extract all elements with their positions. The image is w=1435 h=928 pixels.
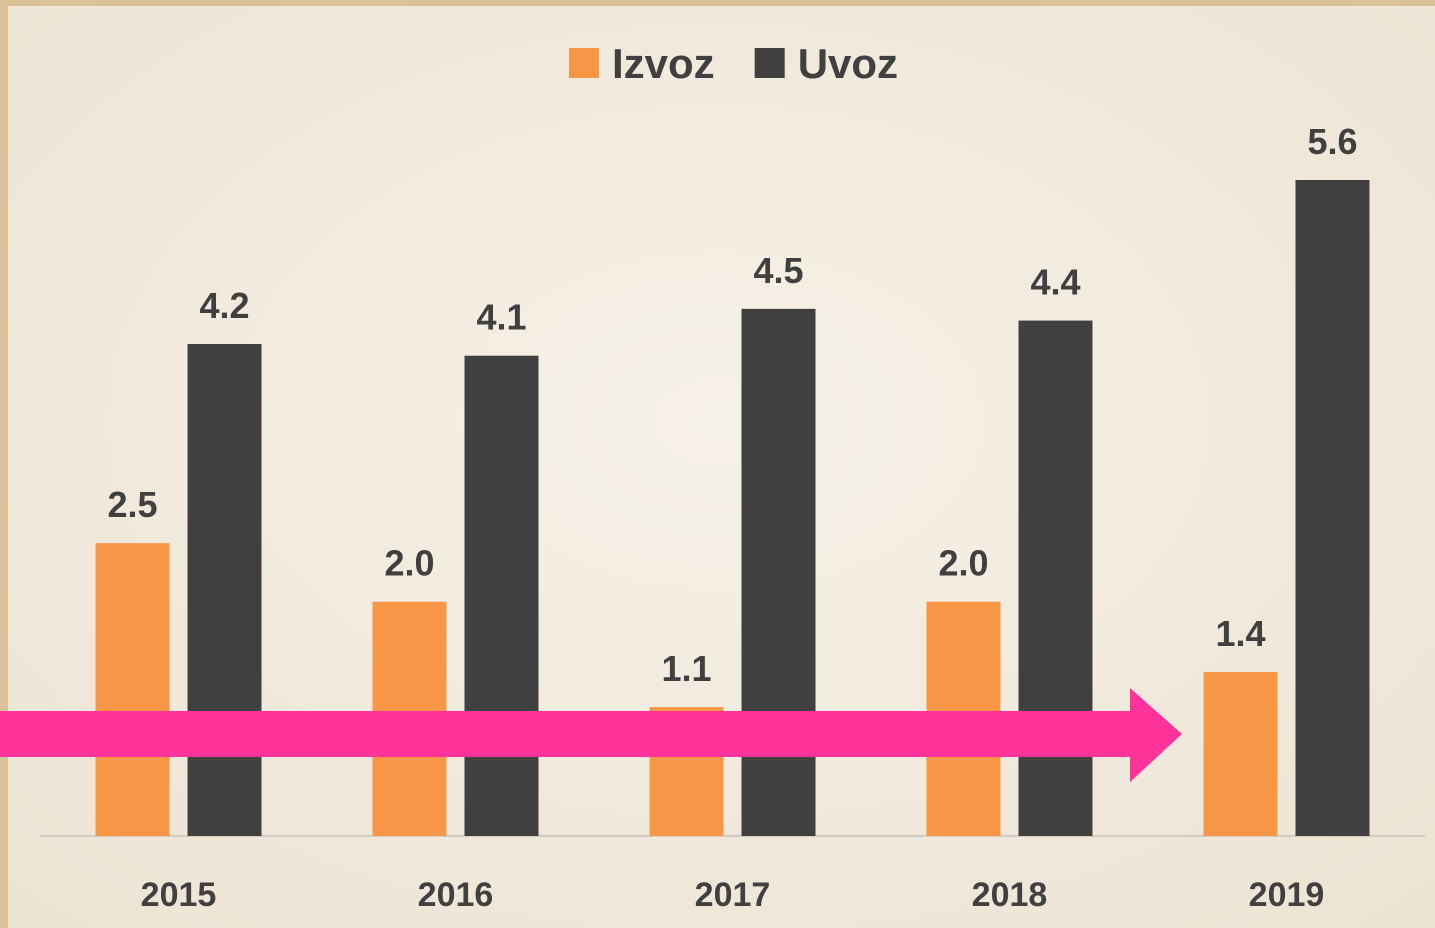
x-tick-label: 2016	[418, 876, 494, 914]
data-label: 1.4	[1215, 613, 1265, 654]
data-label: 2.0	[384, 543, 434, 584]
arrow-shaft	[0, 711, 1132, 757]
bar	[1296, 180, 1370, 836]
x-tick-label: 2015	[141, 876, 217, 914]
x-tick-label: 2019	[1249, 876, 1325, 914]
legend-swatch	[755, 48, 785, 78]
legend-label: Izvoz	[612, 40, 715, 87]
data-label: 1.1	[661, 648, 711, 689]
x-tick-label: 2017	[695, 876, 771, 914]
data-label: 5.6	[1307, 121, 1357, 162]
x-tick-label: 2018	[972, 876, 1048, 914]
bar	[1019, 321, 1093, 836]
bar	[96, 543, 170, 836]
bar	[465, 356, 539, 836]
data-label: 2.0	[938, 543, 988, 584]
data-label: 4.2	[199, 285, 249, 326]
data-label: 2.5	[107, 484, 157, 525]
legend-swatch	[569, 48, 599, 78]
bar	[1204, 672, 1278, 836]
bar	[188, 344, 262, 836]
legend-label: Uvoz	[798, 40, 898, 87]
data-label: 4.5	[753, 250, 803, 291]
data-label: 4.4	[1030, 262, 1080, 303]
chart: 2.5 4.2 2.0 4.1 1.1 4.5 2.0 4.4 1.4 5.6 Izvoz Uvoz…	[0, 0, 1435, 928]
data-label: 4.1	[476, 297, 526, 338]
